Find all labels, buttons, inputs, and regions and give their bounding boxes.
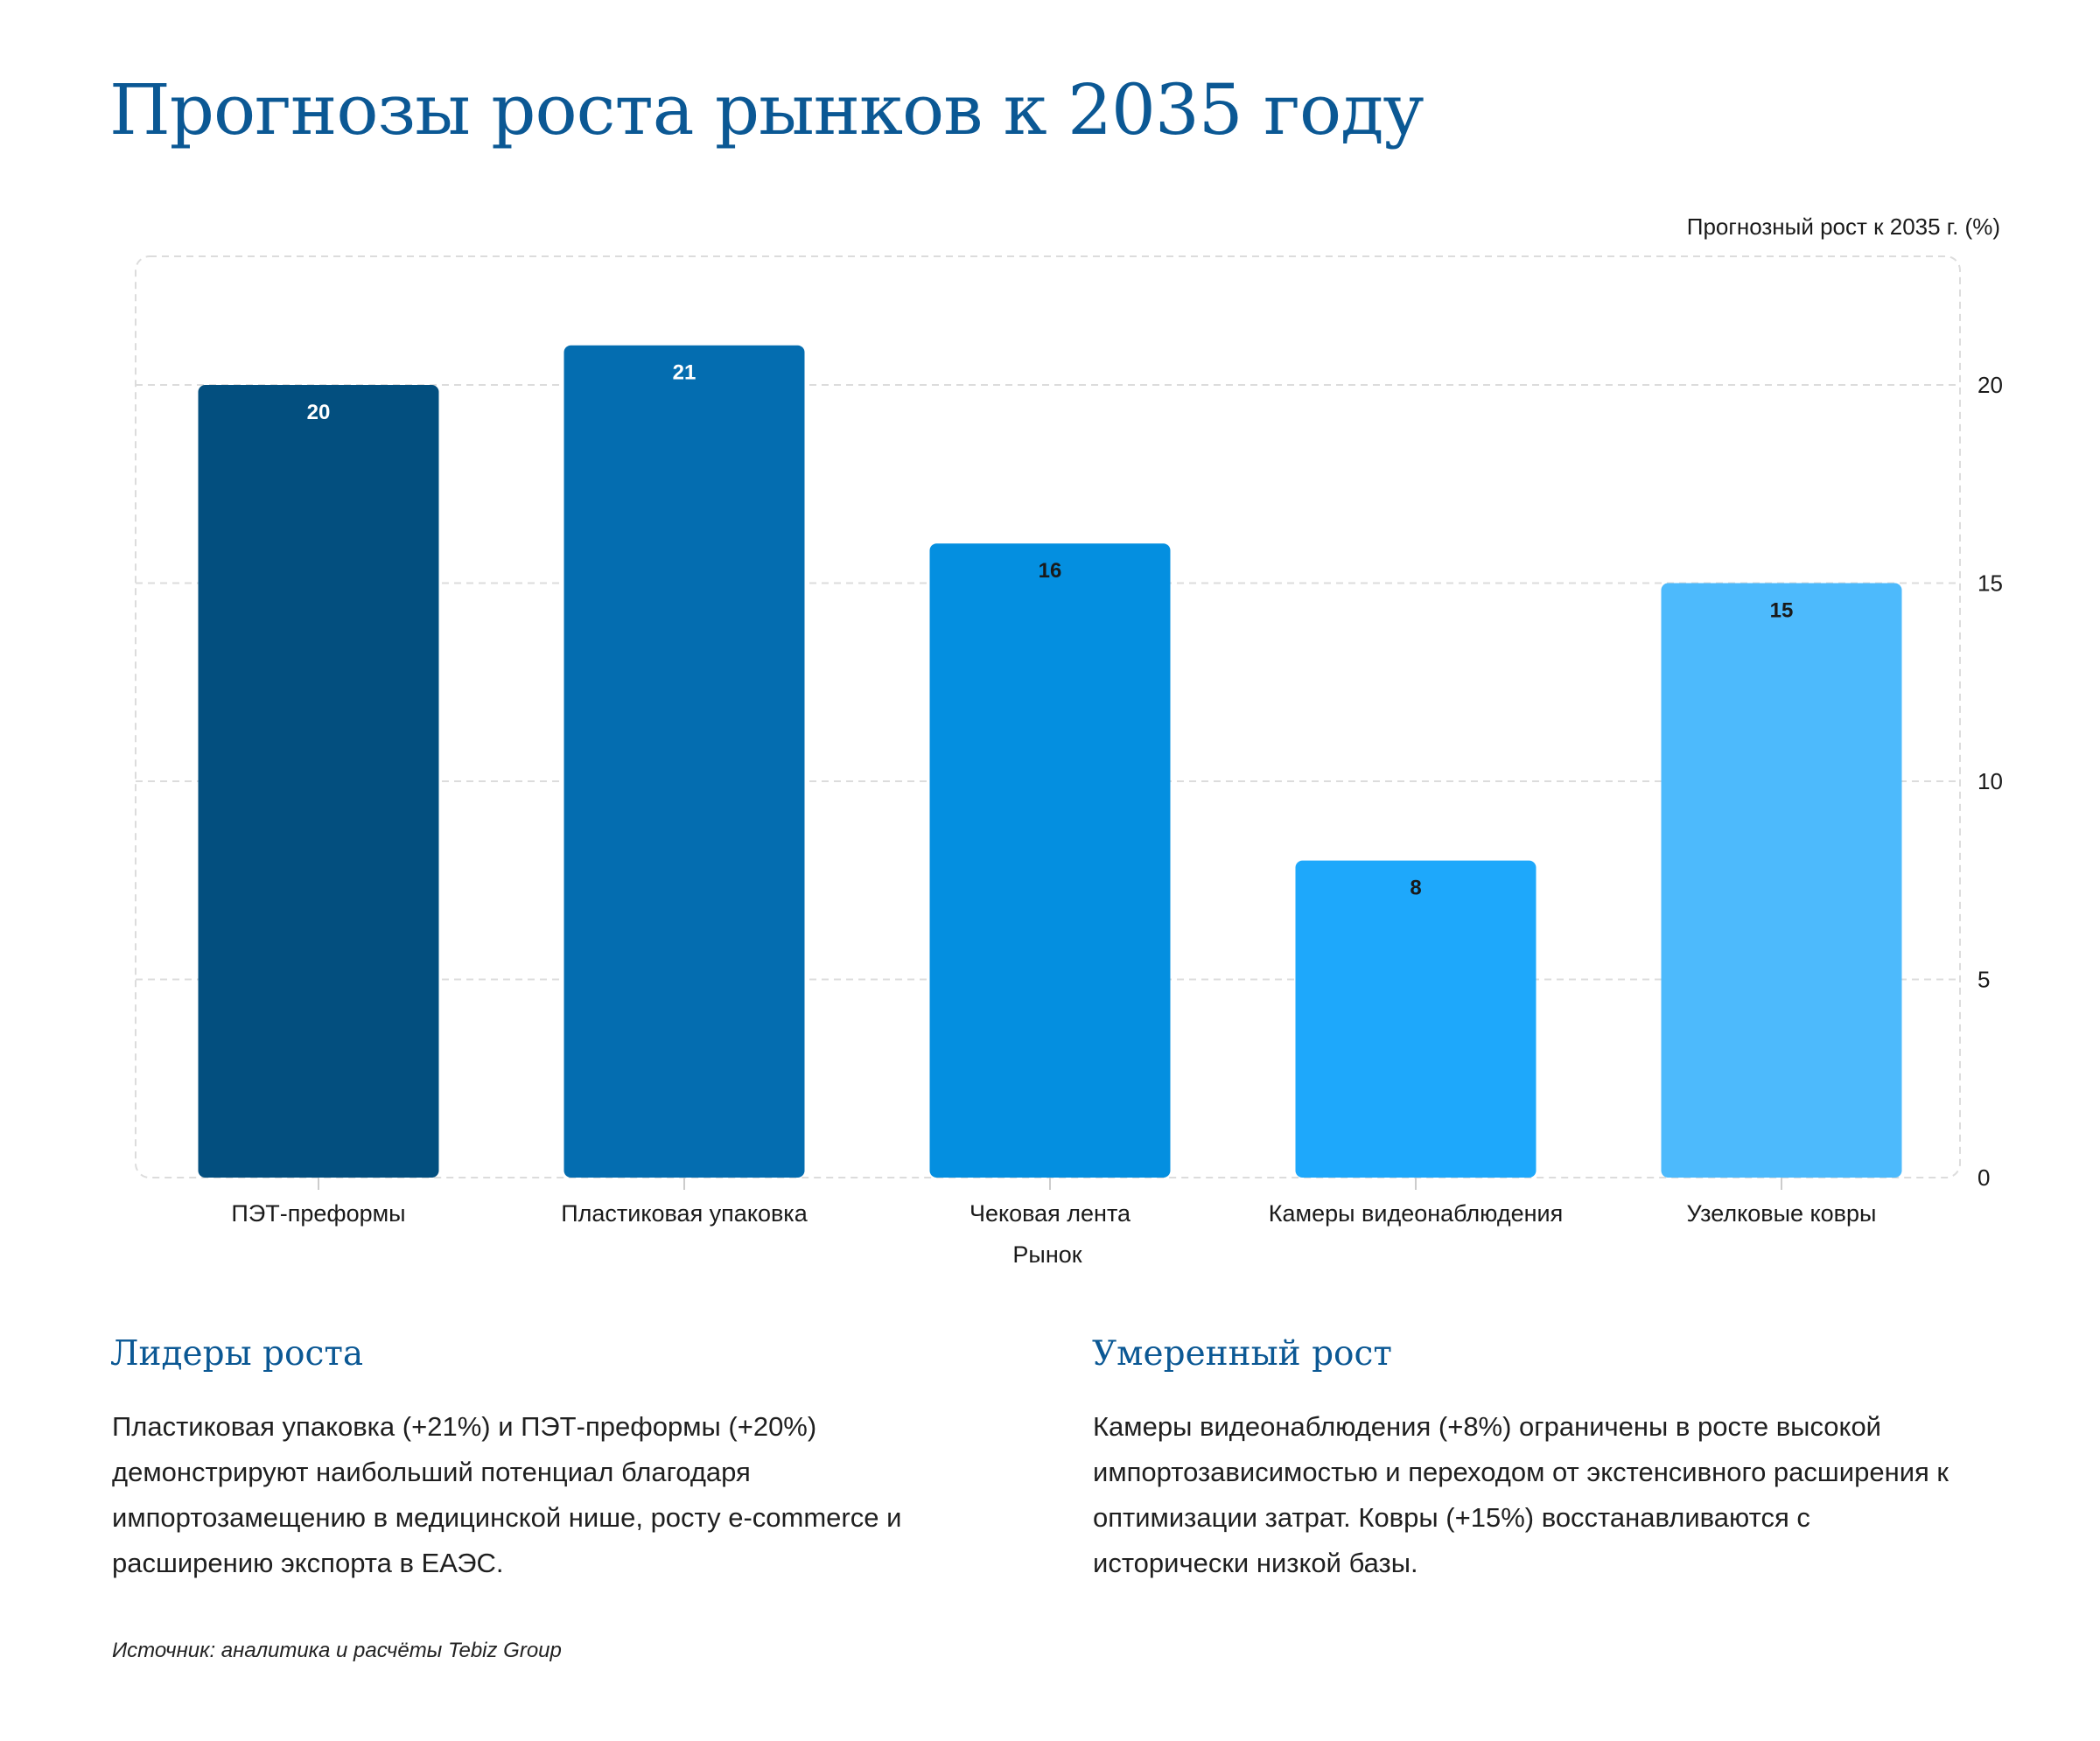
- text-line: Камеры видеонаблюдения (+8%) ограничены …: [1093, 1411, 1881, 1442]
- y-tick-label: 20: [1978, 372, 2003, 398]
- section-text-moderate: Камеры видеонаблюдения (+8%) ограничены …: [1093, 1404, 2029, 1586]
- text-line: расширению экспорта в ЕАЭС.: [112, 1548, 504, 1578]
- text-line: демонстрируют наибольший потенциал благо…: [112, 1457, 751, 1487]
- bar-value-label: 16: [1039, 559, 1062, 583]
- x-tick-label: Пластиковая упаковка: [561, 1200, 808, 1227]
- x-tick-label: Чековая лента: [970, 1200, 1131, 1227]
- text-line: импортозависимостью и переходом от эксте…: [1093, 1457, 1949, 1487]
- y-tick-label: 0: [1978, 1164, 1990, 1191]
- section-text-leaders: Пластиковая упаковка (+21%) и ПЭТ-префор…: [112, 1404, 1048, 1586]
- x-tick-label: Камеры видеонаблюдения: [1269, 1200, 1563, 1227]
- text-line: Пластиковая упаковка (+21%) и ПЭТ-префор…: [112, 1411, 817, 1442]
- x-axis-label: Рынок: [1012, 1241, 1082, 1268]
- text-line: исторически низкой базы.: [1093, 1548, 1418, 1578]
- y-tick-label: 15: [1978, 570, 2003, 597]
- y-tick-label: 10: [1978, 768, 2003, 794]
- bar: [929, 543, 1171, 1178]
- x-tick-label: Узелковые ковры: [1687, 1200, 1877, 1227]
- bar: [198, 385, 439, 1178]
- text-line: оптимизации затрат. Ковры (+15%) восстан…: [1093, 1502, 1810, 1533]
- section-title-leaders: Лидеры роста: [110, 1334, 364, 1374]
- bar: [1295, 860, 1536, 1178]
- bar: [564, 345, 805, 1178]
- source-note: Источник: аналитика и расчёты Tebiz Grou…: [112, 1639, 562, 1662]
- y-axis: 0 5 10 15 20: [1978, 372, 2003, 1191]
- bar-chart: 20 21 16 8 15 0 5 10 15 20 ПЭТ-преформы Пластиков…: [135, 213, 2003, 1268]
- x-tick-label: ПЭТ-преформы: [231, 1200, 405, 1227]
- section-title-moderate: Умеренный рост: [1092, 1334, 1392, 1374]
- bars: 20 21 16 8 15: [198, 345, 1902, 1178]
- bar-value-label: 15: [1770, 599, 1794, 623]
- y-tick-label: 5: [1978, 967, 1990, 993]
- text-line: импортозамещению в медицинской нише, рос…: [112, 1502, 902, 1533]
- y-axis-label: Прогнозный рост к 2035 г. (%): [1687, 213, 2000, 240]
- bar-value-label: 20: [307, 401, 331, 424]
- bar: [1661, 583, 1902, 1178]
- x-axis: ПЭТ-преформы Пластиковая упаковка Чековая …: [231, 1178, 1876, 1227]
- page-title: Прогнозы роста рынков к 2035 году: [109, 69, 1424, 150]
- bar-value-label: 21: [673, 361, 696, 385]
- bar-value-label: 8: [1410, 877, 1421, 900]
